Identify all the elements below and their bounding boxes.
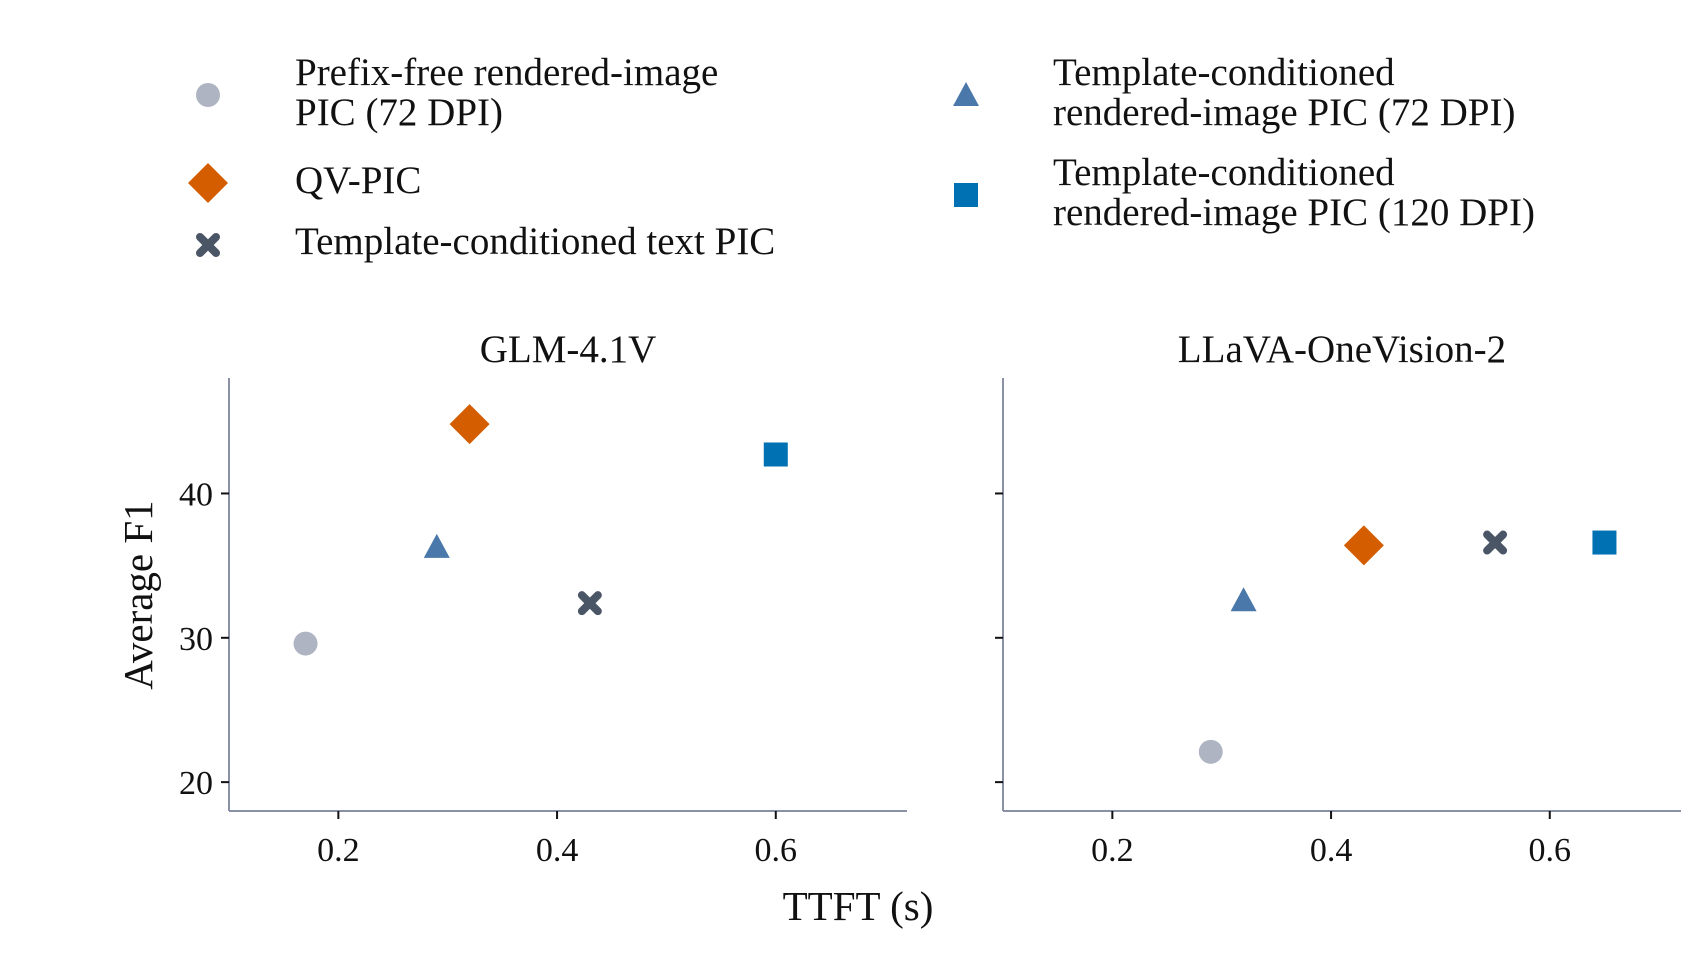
legend-marker-diamond (188, 163, 228, 203)
panel-llava-onevision-2: LLaVA-OneVision-2 0.2 0.4 0.6 (995, 328, 1681, 869)
data-point-template-conditioned-rendered-image-pic-72-dpi (1230, 587, 1257, 612)
y-tick-label: 30 (179, 621, 213, 658)
y-axis-label: Average F1 (115, 500, 161, 689)
legend: Prefix-free rendered-image PIC (72 DPI) QV… (188, 51, 1535, 263)
legend-marker-square (954, 183, 978, 207)
x-tick-label: 0.2 (1091, 832, 1134, 869)
data-point-template-conditioned-rendered-image-pic-120-dpi (1592, 530, 1617, 555)
legend-item-template-conditioned-rendered-image-pic-72-dpi: Template-conditioned rendered-image PIC (… (953, 51, 1515, 134)
x-tick-label: 0.4 (1310, 832, 1353, 869)
panel-glm-4-1v: GLM-4.1V 0.2 0.4 0.6 20 30 40 (179, 328, 907, 869)
data-point-template-conditioned-rendered-image-pic-72-dpi (423, 533, 450, 558)
data-point-prefix-free-rendered-image-pic-72-dpi (1198, 739, 1223, 764)
y-tick-label: 40 (179, 476, 213, 513)
legend-item-qv-pic: QV-PIC (188, 159, 421, 203)
legend-label: Template-conditioned text PIC (295, 220, 775, 263)
legend-marker-circle (196, 83, 220, 107)
legend-item-template-conditioned-rendered-image-pic-120-dpi: Template-conditioned rendered-image PIC (… (954, 151, 1535, 234)
y-tick-label: 20 (179, 765, 213, 802)
legend-item-prefix-free-rendered-image-pic-72-dpi: Prefix-free rendered-image PIC (72 DPI) (196, 51, 718, 134)
x-tick-label: 0.2 (317, 832, 360, 869)
legend-label: QV-PIC (295, 159, 421, 202)
data-point-qv-pic (449, 404, 490, 445)
legend-label: Template-conditioned rendered-image PIC (… (1053, 51, 1515, 134)
chart-panels: GLM-4.1V 0.2 0.4 0.6 20 30 40 LLaVA-OneVision-2… (179, 328, 1681, 869)
x-axis-label: TTFT (s) (783, 883, 934, 929)
data-point-qv-pic (1343, 525, 1384, 566)
panel-title: GLM-4.1V (480, 328, 657, 371)
data-point-template-conditioned-rendered-image-pic-120-dpi (763, 442, 788, 467)
data-point-template-conditioned-text-pic (577, 591, 602, 616)
legend-marker-triangle (953, 82, 979, 106)
x-tick-label: 0.6 (755, 832, 798, 869)
panel-title: LLaVA-OneVision-2 (1178, 328, 1506, 371)
x-tick-label: 0.6 (1529, 832, 1572, 869)
legend-item-template-conditioned-text-pic: Template-conditioned text PIC (196, 220, 775, 263)
data-point-prefix-free-rendered-image-pic-72-dpi (293, 631, 318, 656)
legend-label: Template-conditioned rendered-image PIC (… (1053, 151, 1535, 234)
legend-label: Prefix-free rendered-image PIC (72 DPI) (295, 51, 718, 134)
legend-marker-x (196, 233, 220, 257)
x-tick-label: 0.4 (536, 832, 579, 869)
data-point-template-conditioned-text-pic (1483, 530, 1508, 555)
